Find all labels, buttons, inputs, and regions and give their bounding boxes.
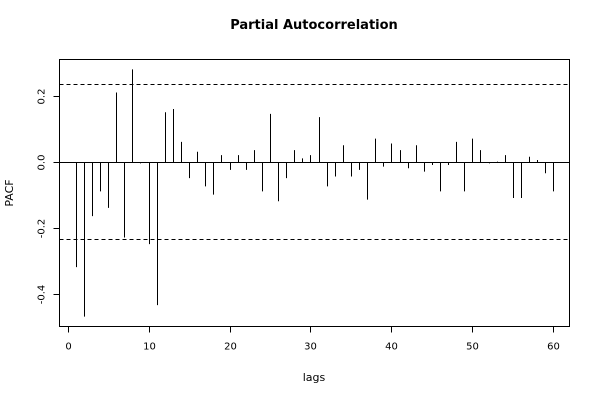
y-tick-label: 0.0 <box>37 155 48 171</box>
plot-frame <box>59 59 570 327</box>
y-tick-label: 0.2 <box>37 89 48 105</box>
confidence-band <box>59 84 570 240</box>
x-tick-label: 60 <box>547 342 560 353</box>
x-axis-label: lags <box>303 371 326 384</box>
x-tick-label: 40 <box>385 342 398 353</box>
x-tick-label: 10 <box>143 342 156 353</box>
x-tick-label: 0 <box>65 342 71 353</box>
x-axis: 0 10 20 30 40 50 60 <box>65 326 560 353</box>
chart-title: Partial Autocorrelation <box>230 18 398 33</box>
y-tick-label: -0.4 <box>37 285 48 305</box>
y-axis-label: PACF <box>3 179 16 206</box>
y-tick-label: -0.2 <box>37 219 48 239</box>
x-tick-label: 50 <box>466 342 479 353</box>
x-tick-label: 30 <box>304 342 317 353</box>
pacf-bars <box>76 69 554 317</box>
y-axis: -0.4 -0.2 0.0 0.2 <box>37 89 60 305</box>
x-tick-label: 20 <box>224 342 237 353</box>
